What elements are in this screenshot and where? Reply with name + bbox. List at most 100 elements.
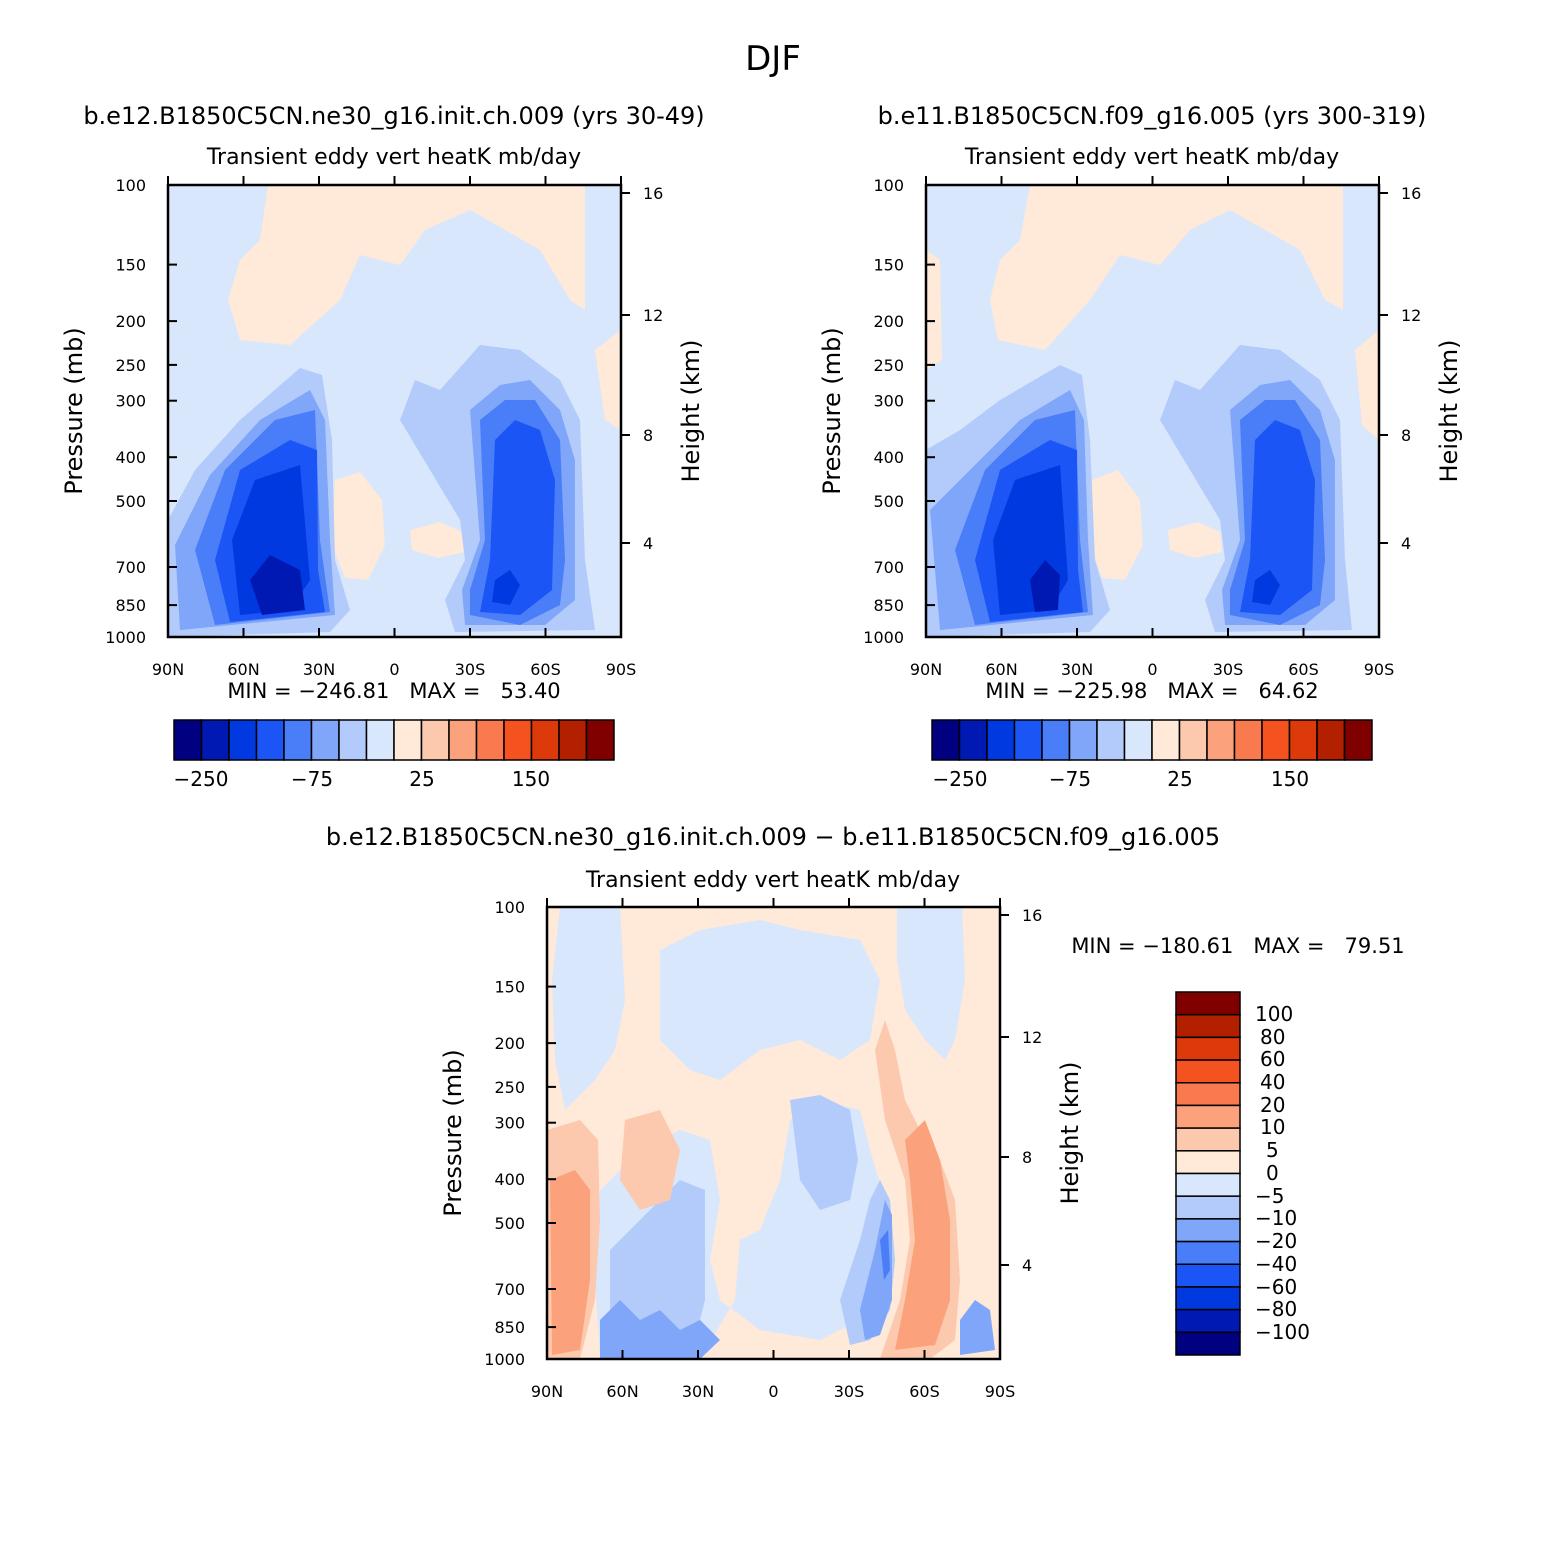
y2-tick-label: 4 <box>643 534 653 553</box>
panel-3-minmax: MIN = −180.61 MAX = 79.51 <box>1071 934 1404 958</box>
panel-1-neg-sh-level5 <box>492 570 520 605</box>
panel-3-neg-lower-blues <box>600 1300 720 1359</box>
panel-1-positive-tropics-2 <box>410 522 465 558</box>
y-tick-label: 100 <box>115 176 146 195</box>
colorbar-label: −60 <box>1255 1275 1297 1299</box>
colorbar-swatch <box>958 719 988 761</box>
y-tick-label: 250 <box>873 356 904 375</box>
colorbar-label: 60 <box>1260 1047 1285 1071</box>
x-tick-label: 60N <box>227 660 259 679</box>
colorbar-swatch <box>1175 1240 1241 1265</box>
x-tick-label: 90N <box>910 660 942 679</box>
y-tick-label: 150 <box>115 256 146 275</box>
colorbar-swatch <box>1316 719 1346 761</box>
panel-3-plot-field <box>547 907 1000 1359</box>
colorbar-swatch <box>1261 719 1291 761</box>
colorbar-label: 150 <box>1271 767 1309 791</box>
colorbar-label: 100 <box>1255 1002 1293 1026</box>
colorbar-swatch <box>530 719 560 761</box>
colorbar-swatch <box>228 719 258 761</box>
y-tick-label: 1000 <box>105 628 146 647</box>
panel-1-positive-polar <box>595 330 621 430</box>
x-tick-label: 30S <box>455 660 486 679</box>
y-tick-label: 250 <box>115 356 146 375</box>
y-tick-label: 1000 <box>484 1350 525 1369</box>
x-tick-label: 90S <box>606 660 637 679</box>
panel-1-x-axis-ticks <box>167 176 622 637</box>
y2-tick-label: 16 <box>1401 184 1421 203</box>
panel-1-neg-sh-level4 <box>480 420 555 615</box>
panel-1-neg-nh-level6 <box>250 555 305 615</box>
colorbar-label: 150 <box>512 767 550 791</box>
colorbar-swatch <box>986 719 1016 761</box>
panel-3-y-axis: 100 150 200 250 300 400 500 700 850 1000 <box>484 898 556 1369</box>
colorbar-label: −100 <box>1255 1320 1310 1344</box>
y2-tick-label: 12 <box>1401 306 1421 325</box>
colorbar-swatch <box>1175 1263 1241 1288</box>
colorbar-swatch <box>1151 719 1181 761</box>
y2-tick-label: 12 <box>643 306 663 325</box>
panel-3-colorbar <box>1175 991 1241 1356</box>
panel-3-neg-strat-left <box>552 907 625 1110</box>
y-tick-label: 850 <box>115 596 146 615</box>
colorbar-label: −20 <box>1255 1229 1297 1253</box>
colorbar-swatch <box>1175 1082 1241 1107</box>
panel-1-subtitle: Transient eddy vert heatK mb/day <box>206 145 581 170</box>
y-tick-label: 700 <box>873 558 904 577</box>
panel-3-neg-strat-mid <box>660 920 880 1080</box>
y-tick-label: 500 <box>873 492 904 511</box>
colorbar-swatch <box>1288 719 1318 761</box>
colorbar-swatch <box>1175 1036 1241 1061</box>
colorbar-swatch <box>1175 1104 1241 1129</box>
panel-2-positive-tropics-2 <box>1168 522 1222 558</box>
panel-1-y-axis-label: Pressure (mb) <box>60 327 88 494</box>
colorbar-swatch <box>1175 1172 1241 1197</box>
y2-tick-label: 8 <box>643 426 653 445</box>
colorbar-label: 5 <box>1266 1138 1279 1162</box>
panel-3-y2-axis-label: Height (km) <box>1056 1062 1084 1205</box>
y-tick-label: 300 <box>115 392 146 411</box>
colorbar-swatch <box>448 719 478 761</box>
y2-tick-label: 4 <box>1022 1256 1032 1275</box>
x-tick-label: 90N <box>531 1382 563 1401</box>
panel-2: b.e11.B1850C5CN.f09_g16.005 (yrs 300-319… <box>818 102 1463 791</box>
colorbar-swatch <box>931 719 961 761</box>
colorbar-label: −40 <box>1255 1252 1297 1276</box>
colorbar-label: −80 <box>1255 1297 1297 1321</box>
y-tick-label: 500 <box>494 1214 525 1233</box>
colorbar-swatch <box>1178 719 1208 761</box>
colorbar-label: −75 <box>291 767 333 791</box>
x-tick-label: 60S <box>1288 660 1319 679</box>
colorbar-swatch <box>310 719 340 761</box>
x-tick-label: 30S <box>1213 660 1244 679</box>
colorbar-label: 20 <box>1260 1093 1285 1117</box>
x-tick-label: 90N <box>152 660 184 679</box>
y-tick-label: 150 <box>873 256 904 275</box>
y-tick-label: 400 <box>873 448 904 467</box>
panel-2-positive-stratosphere <box>990 185 1343 350</box>
x-tick-label: 90S <box>985 1382 1016 1401</box>
colorbar-label: −75 <box>1049 767 1091 791</box>
panel-2-y2-axis-label: Height (km) <box>1435 340 1463 483</box>
colorbar-swatch <box>558 719 588 761</box>
panel-3-x-tick-labels: 90N 60N 30N 0 30S 60S 90S <box>531 1382 1015 1401</box>
y-tick-label: 250 <box>494 1078 525 1097</box>
panel-2-y2-axis: 16 12 8 4 <box>1379 184 1421 553</box>
panel-2-positive-polar <box>1355 330 1379 440</box>
colorbar-label: 25 <box>1167 767 1192 791</box>
page-title: DJF <box>745 39 801 79</box>
panel-3: b.e12.B1850C5CN.ne30_g16.init.ch.009 − b… <box>326 823 1405 1401</box>
colorbar-swatch <box>338 719 368 761</box>
colorbar-label: −5 <box>1255 1184 1284 1208</box>
x-tick-label: 30N <box>682 1382 714 1401</box>
colorbar-swatch <box>1233 719 1263 761</box>
colorbar-swatch <box>1175 991 1241 1016</box>
panel-1-colorbar-labels: −250 −75 25 150 <box>174 767 551 791</box>
colorbar-swatch <box>1175 1308 1241 1334</box>
panel-2-case-title: b.e11.B1850C5CN.f09_g16.005 (yrs 300-319… <box>878 102 1427 130</box>
y2-tick-label: 8 <box>1401 426 1411 445</box>
colorbar-swatch <box>503 719 533 761</box>
colorbar-swatch <box>1175 1218 1241 1243</box>
panel-1-minmax: MIN = −246.81 MAX = 53.40 <box>227 679 560 703</box>
